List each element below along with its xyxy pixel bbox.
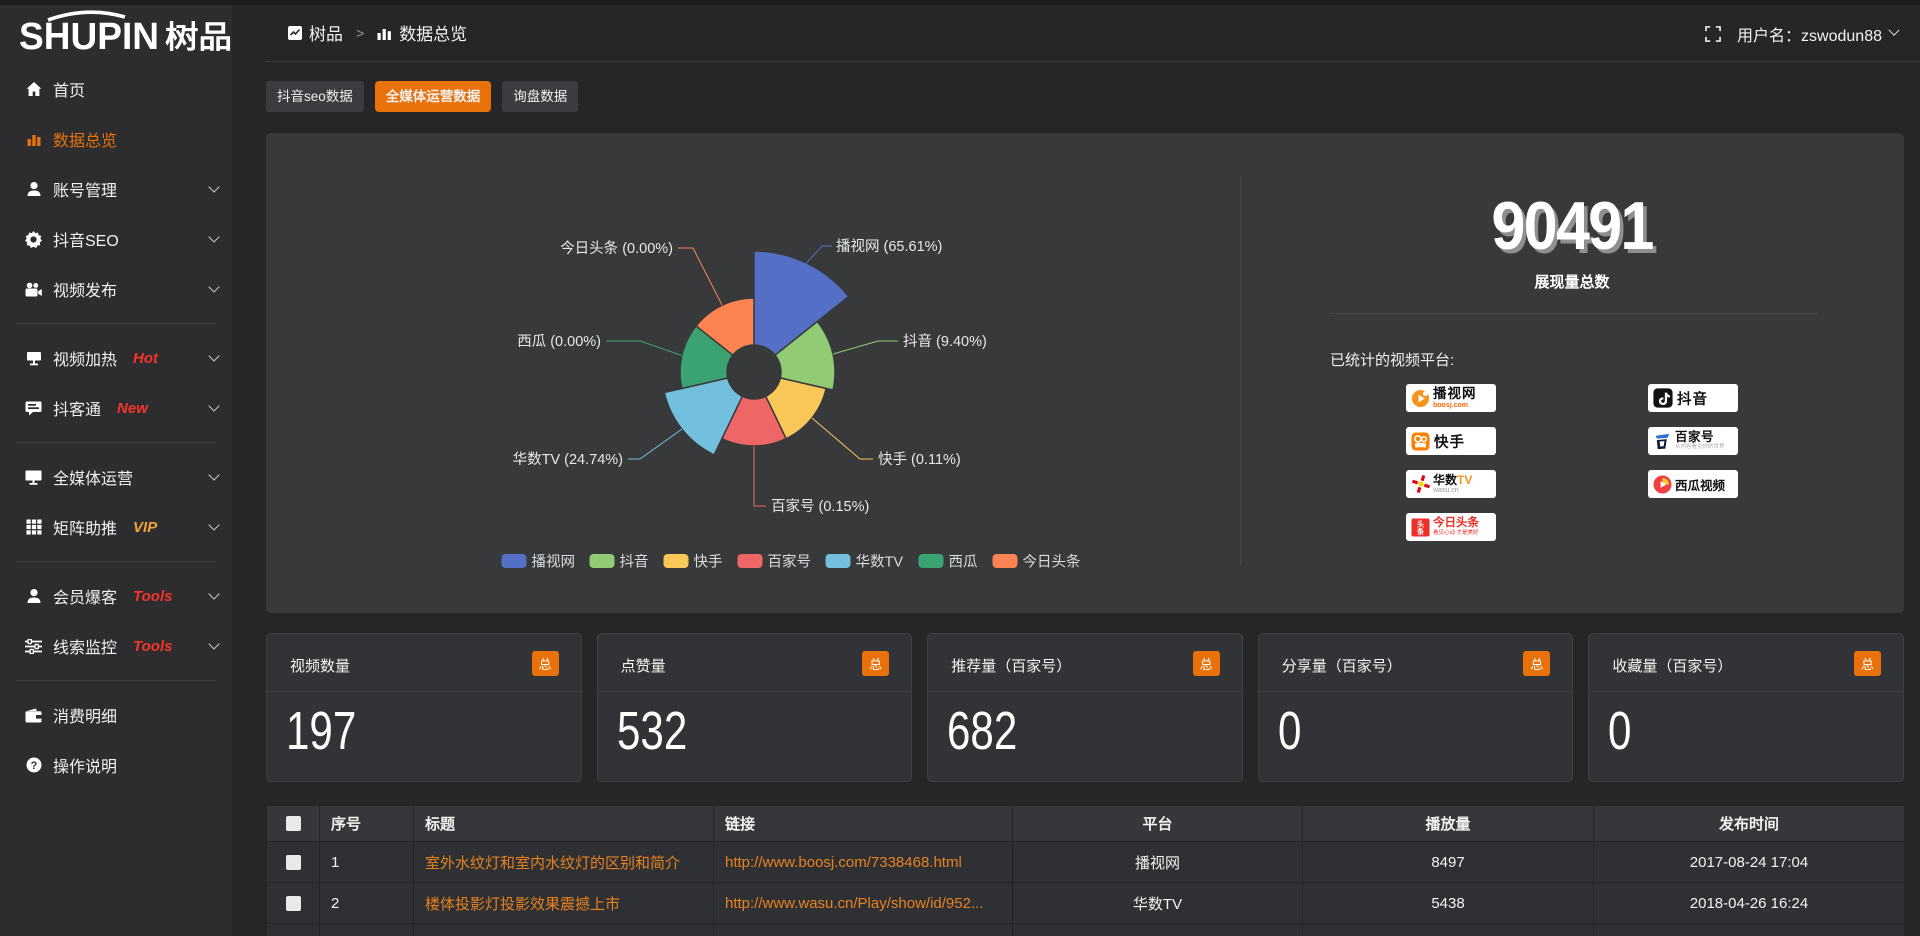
svg-text:百家号 (0.15%): 百家号 (0.15%): [771, 498, 869, 515]
svg-text:西瓜 (0.00%): 西瓜 (0.00%): [517, 334, 601, 350]
svg-text:?: ?: [30, 760, 37, 772]
svg-text:SHUPIN: SHUPIN: [19, 16, 159, 58]
svg-text:播视网 (65.61%): 播视网 (65.61%): [836, 238, 942, 255]
svg-text:播视网: 播视网: [532, 554, 576, 571]
svg-text:快手 (0.11%): 快手 (0.11%): [878, 451, 961, 468]
svg-text:今日头条: 今日头条: [1023, 554, 1081, 571]
svg-text:抖音 (9.40%): 抖音 (9.40%): [903, 333, 987, 350]
svg-text:西瓜: 西瓜: [949, 555, 978, 571]
svg-text:头: 头: [1417, 519, 1424, 528]
svg-text:华数TV: 华数TV: [856, 554, 904, 571]
svg-text:抖音: 抖音: [620, 554, 649, 571]
svg-text:树品: 树品: [165, 20, 232, 55]
svg-text:华数TV (24.74%): 华数TV (24.74%): [513, 451, 623, 468]
svg-text:百家号: 百家号: [768, 554, 812, 571]
svg-text:条: 条: [1416, 527, 1425, 536]
svg-text:今日头条 (0.00%): 今日头条 (0.00%): [560, 240, 673, 257]
svg-text:快手: 快手: [694, 554, 723, 571]
